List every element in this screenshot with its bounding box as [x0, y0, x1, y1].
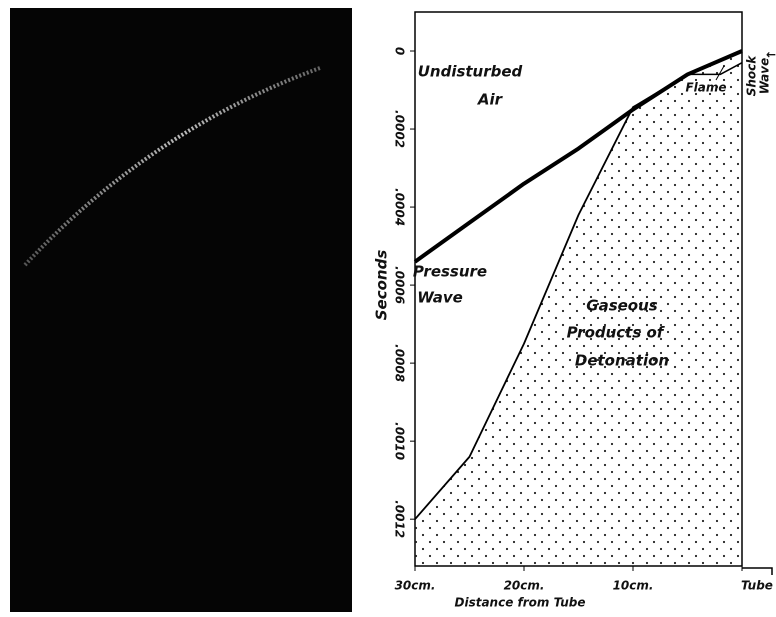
x-tick-label: 10cm.: [613, 579, 654, 593]
annotation: Shock: [745, 55, 759, 97]
products-region: [415, 51, 742, 566]
annotation: Air: [477, 91, 504, 109]
arrow: ←: [766, 48, 776, 62]
annotation: Flame: [685, 81, 726, 95]
flame-line: [687, 62, 743, 76]
photo-shock-trace: [23, 66, 321, 267]
annotation: Detonation: [575, 352, 669, 370]
annotation: Wave: [758, 58, 772, 94]
annotation: Products of: [567, 324, 666, 342]
x-tick-label: Tube: [741, 579, 773, 593]
x-tick-label: 30cm.: [395, 579, 436, 593]
photograph: [10, 8, 352, 612]
annotation: Wave: [417, 289, 463, 307]
flame-pointer: [715, 65, 725, 81]
y-tick-label: .0008: [393, 344, 407, 382]
x-axis-label: Distance from Tube: [455, 596, 586, 610]
y-tick-label: 0: [393, 47, 407, 55]
y-tick-label: .0004: [393, 188, 407, 226]
y-tick-label: .0006: [393, 266, 407, 304]
y-tick-label: .0002: [393, 110, 407, 148]
y-tick-label: .0012: [393, 500, 407, 538]
annotation: Undisturbed: [418, 63, 523, 81]
y-axis-label: Seconds: [373, 250, 391, 321]
annotation: Pressure: [413, 263, 487, 281]
y-tick-label: .0010: [393, 422, 407, 460]
annotation: Gaseous: [586, 297, 658, 315]
tube-bracket: [742, 567, 773, 575]
x-tick-label: 20cm.: [504, 579, 545, 593]
